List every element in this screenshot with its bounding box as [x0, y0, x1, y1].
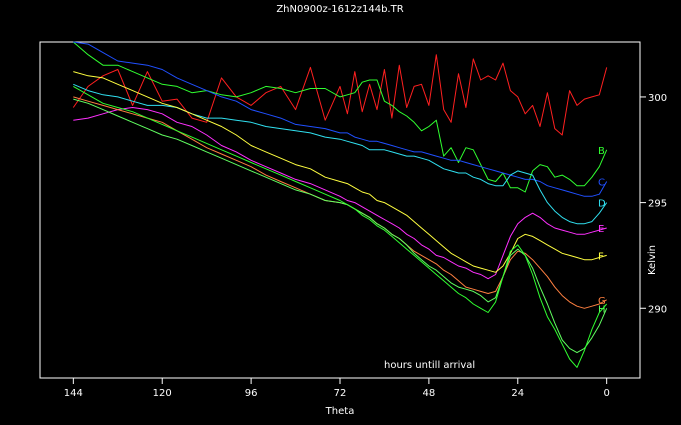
series-line-c: [73, 41, 608, 197]
series-line-e: [73, 107, 607, 280]
axis-layer: 144 120 96 72 48 24 0 290 295 300: [64, 93, 667, 399]
plot-frame: [39, 41, 641, 379]
y-tick-label: 295: [648, 199, 667, 210]
y-tick-label: 300: [648, 93, 667, 104]
y-axis-label: Kelvin: [647, 245, 658, 275]
x-tick-label: 96: [245, 388, 258, 399]
x-tick-label: 24: [511, 388, 524, 399]
x-tick-label: 0: [603, 388, 609, 399]
series-label-f: F: [598, 251, 604, 262]
x-tick-label: 48: [423, 388, 436, 399]
series-label-e: E: [598, 224, 604, 235]
series-line-h: [73, 98, 608, 354]
series-line-d: [73, 83, 608, 225]
chart-title: ZhN0900z-1612z144b.TR: [276, 4, 403, 15]
series-label-c: C: [598, 177, 605, 188]
x-axis-label: Theta: [325, 406, 355, 417]
series-label-g: G: [598, 296, 606, 307]
x-tick-label: 120: [153, 388, 172, 399]
x-tick-label: 72: [334, 388, 347, 399]
x-tick-label: 144: [64, 388, 83, 399]
series-line-f: [73, 71, 607, 273]
y-tick-label: 290: [648, 304, 667, 315]
series-label-b: B: [598, 146, 605, 157]
annotation-text: hours untill arrival: [384, 360, 475, 371]
series-line-b: [72, 41, 608, 193]
series-line-unlabeled-0: [72, 54, 608, 136]
series-label-d: D: [598, 199, 606, 210]
series-line-unlabeled-8: [73, 85, 608, 368]
